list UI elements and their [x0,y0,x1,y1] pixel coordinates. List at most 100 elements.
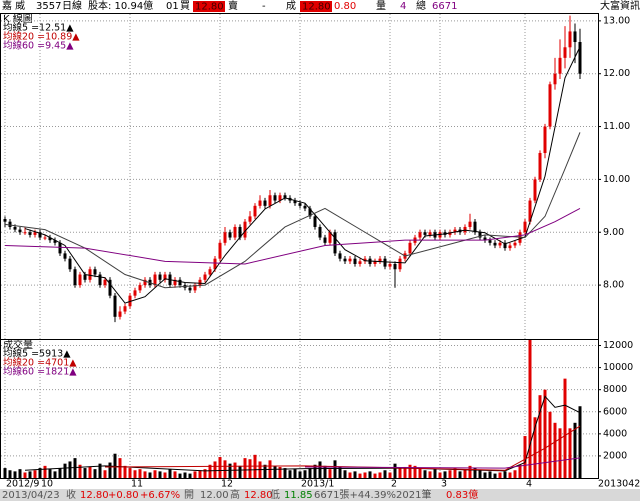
candle-body [303,205,307,209]
candle-body [23,232,27,234]
volume-bar [348,472,352,478]
volume-bar [3,468,7,478]
volume-bar [273,465,277,478]
candle-body [33,232,37,235]
volume-bar [33,470,37,478]
volume-bar [358,473,362,478]
volume-bar [138,469,142,478]
y-tick-label: 12.00 [603,68,630,79]
vol-label: 量 [376,0,386,12]
volume-bar [228,463,232,478]
volume-bar [343,470,347,478]
volume-bar [568,428,572,478]
volume-bar [208,464,212,478]
candle-body [138,285,142,291]
volume-bar [183,472,187,478]
legend-entry: 均線60 =9.45▲ [3,40,74,52]
bid: 12.80 [195,2,224,13]
volume-bar [313,464,317,478]
candle-body [128,295,132,307]
volume-bar [458,471,462,478]
legend-entry: 均線5 =5913▲ [3,348,71,360]
candle-body [313,216,317,227]
volume-bar [388,472,392,478]
candle-body [38,232,42,238]
candle-body [513,242,517,246]
trades: 2021筆 [396,488,431,501]
volume-bar [443,471,447,478]
volume-bar [23,472,27,478]
candle-body [538,152,542,180]
volume-bar [308,468,312,478]
total-label: 總 [416,0,426,12]
volume-bar [573,422,577,478]
y-tick-label: 4000 [603,428,627,439]
volume-bar [203,469,207,478]
volume-bar [498,472,502,478]
candle-body [408,242,412,254]
volume-bar [318,461,322,478]
candle-body [483,237,487,241]
volume-bar [248,459,252,478]
candle-body [3,219,7,222]
candle-body [248,216,252,222]
status-bg [0,489,640,501]
bid-box [193,1,225,12]
candle-body [553,73,557,85]
status-bar: 2013/04/23 收 12.80 +0.80 +6.67% 開 12.00 … [0,479,640,501]
volume-bar [178,473,182,478]
candle-body [48,237,52,241]
volume-bar [148,472,152,478]
legend-entry: 均線5 =12.51▲ [3,22,74,34]
candle-body [233,226,237,238]
volume-bar [293,469,297,478]
volume-bar [38,468,42,478]
volume-bar [238,465,242,478]
volume-bar [488,471,492,478]
volume-bar [58,468,62,478]
candle-body [358,261,362,264]
candle-body [273,195,277,201]
volume-bar [423,470,427,478]
candle-body [203,274,207,280]
stock-code: 3557 [36,1,61,12]
candle-body [453,229,457,233]
y-tick-label: 6000 [603,406,627,417]
candle-body [58,242,62,254]
candle-body [508,245,512,249]
volume-bar [473,468,477,478]
ma-line [4,132,581,289]
candle-body [173,279,177,286]
volume-bar [353,471,357,478]
candle-body [318,226,322,238]
open: 12.00 [200,490,229,501]
volume-bar [523,436,527,478]
candle-body [488,240,492,243]
x-tick-label: 10 [41,479,53,490]
candle-body [258,200,262,206]
volume-title: 成交量 [3,338,33,351]
candle-body [113,295,117,317]
volume-bar [373,473,377,478]
candle-body [563,47,567,58]
stock-name: 嘉 威 [2,0,25,12]
vol: 4 [400,1,406,12]
volume-bar [263,464,267,478]
volume-bar [413,465,417,478]
candle-body [13,226,17,230]
volume-bar [558,428,562,478]
y-tick-label: 9.00 [603,227,624,238]
volume-bar [428,471,432,478]
candle-body [158,274,162,280]
volume-bar [463,469,467,478]
candle-body [398,258,402,270]
candle-body [103,279,107,286]
close: 12.80 [80,490,109,501]
y-tick-label: 10000 [603,362,633,373]
low: 11.85 [284,490,313,501]
vendor: 大富資訊 [600,0,640,12]
volume-bar [298,471,302,478]
candle-body [198,279,202,286]
volume-bar [538,395,542,478]
x-tick-label: 2013/1 [301,479,334,490]
